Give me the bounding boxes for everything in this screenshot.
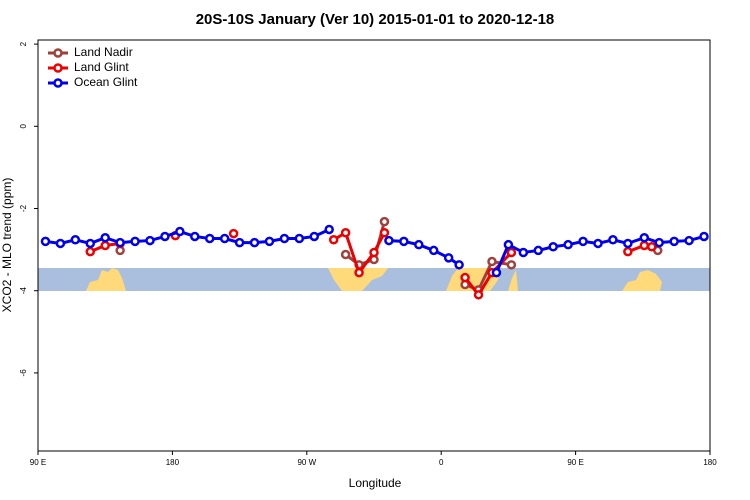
point <box>503 239 514 250</box>
chart-title: 20S-10S January (Ver 10) 2015-01-01 to 2… <box>196 11 555 28</box>
point <box>328 234 339 245</box>
legend-label: Land Nadir <box>74 45 133 59</box>
y-tick-label: 2 <box>19 41 28 46</box>
point <box>160 231 170 242</box>
point <box>115 237 125 248</box>
point <box>145 235 155 246</box>
x-tick-label: 90 E <box>30 458 46 467</box>
point <box>279 233 290 244</box>
point <box>684 235 694 246</box>
point <box>130 236 140 247</box>
legend-marker <box>53 78 63 88</box>
point <box>55 238 66 249</box>
point <box>460 272 470 283</box>
y-tick-label: 0 <box>19 124 28 129</box>
point <box>379 228 390 238</box>
point <box>454 260 464 270</box>
x-tick-label: 180 <box>703 458 717 467</box>
point <box>100 240 110 251</box>
point <box>340 249 351 260</box>
point <box>204 233 215 244</box>
point <box>443 253 454 263</box>
point <box>399 236 409 247</box>
point <box>563 239 573 250</box>
point <box>533 245 544 256</box>
point <box>249 237 260 248</box>
point <box>654 237 664 248</box>
point <box>639 232 650 243</box>
x-axis-label: Longitude <box>349 476 402 490</box>
x-tick-label: 0 <box>439 458 444 467</box>
point <box>70 234 81 245</box>
point <box>190 231 200 242</box>
legend-label: Land Glint <box>74 60 129 74</box>
y-tick-label: -6 <box>19 369 28 377</box>
point <box>40 236 51 247</box>
point <box>340 228 351 238</box>
point <box>669 236 679 247</box>
point <box>384 235 394 246</box>
x-tick-label: 90 W <box>297 458 316 467</box>
legend-marker <box>53 63 63 73</box>
land <box>328 268 388 291</box>
point <box>639 240 650 251</box>
point <box>548 241 558 252</box>
point <box>506 260 517 270</box>
point <box>623 238 633 249</box>
y-axis-label: XCO2 - MLO trend (ppm) <box>0 178 14 313</box>
point <box>647 241 657 252</box>
y-tick-label: -4 <box>19 287 28 295</box>
point <box>324 224 334 235</box>
point <box>428 245 439 256</box>
point <box>487 256 497 267</box>
land <box>508 270 518 291</box>
point <box>294 233 305 244</box>
point <box>491 267 502 278</box>
point <box>593 238 603 249</box>
point <box>309 231 320 242</box>
point <box>414 239 424 250</box>
point <box>354 267 364 278</box>
point <box>85 246 96 257</box>
point <box>578 236 588 247</box>
point <box>264 236 275 247</box>
x-tick-label: 180 <box>166 458 180 467</box>
point <box>608 234 618 245</box>
plot-frame <box>37 39 711 452</box>
point <box>623 246 633 257</box>
point <box>228 228 239 239</box>
map-strip <box>38 268 710 291</box>
land <box>622 270 662 291</box>
ocean-band <box>38 268 710 291</box>
land <box>86 268 126 291</box>
legend-label: Ocean Glint <box>74 75 138 89</box>
point <box>518 247 529 258</box>
point <box>85 238 96 249</box>
y-tick-label: -2 <box>19 204 28 212</box>
point <box>473 290 484 300</box>
legend-marker <box>53 48 63 58</box>
point <box>699 231 709 242</box>
point <box>369 247 379 258</box>
point <box>100 232 110 243</box>
x-tick-label: 90 E <box>567 458 583 467</box>
point <box>219 233 230 244</box>
point <box>234 237 245 248</box>
point <box>379 216 390 227</box>
point <box>506 247 517 258</box>
point <box>175 226 185 237</box>
